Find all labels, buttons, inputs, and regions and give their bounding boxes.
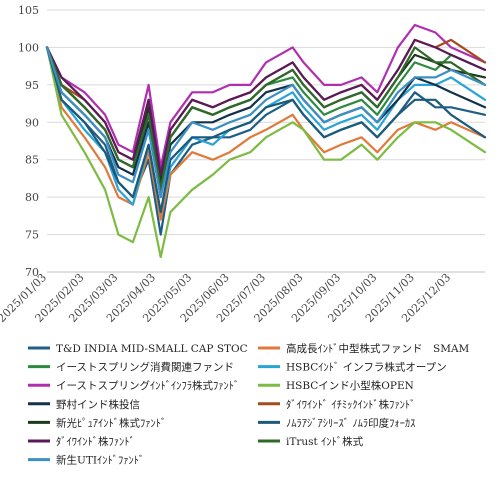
legend-label: 野村インド株投信 bbox=[56, 398, 140, 411]
legend-label: 高成長ｲﾝﾄﾞ中型株式ファンド SMAM bbox=[286, 342, 470, 355]
legend-label: ﾀﾞｲﾜｲﾝﾄﾞ株ﾌｧﾝﾄﾞ bbox=[56, 435, 135, 448]
y-tick-label: 100 bbox=[18, 41, 39, 54]
legend-label: ﾀﾞｲﾜｲﾝﾄﾞ ｲﾁﾐｯｸｲﾝﾄﾞ株ﾌｧﾝﾄﾞ bbox=[286, 398, 415, 411]
legend-label: T&D INDIA MID-SMALL CAP STOC bbox=[56, 343, 248, 355]
series-line-10 bbox=[45, 46, 487, 214]
y-tick-label: 105 bbox=[18, 4, 39, 17]
y-tick-label: 75 bbox=[25, 229, 39, 242]
legend-label: イーストスプリングｲﾝﾄﾞｲﾝﾌﾗ株式ﾌｧﾝﾄﾞ bbox=[56, 379, 239, 392]
legend-label: HSBCｲﾝﾄﾞ インフラ株式オープン bbox=[286, 361, 447, 374]
legend-label: HSBCインド小型株OPEN bbox=[286, 379, 414, 392]
legend-label: iTrust ｲﾝﾄﾞ株式 bbox=[286, 435, 364, 448]
series-lines bbox=[45, 23, 487, 259]
series-line-11 bbox=[45, 38, 487, 176]
legend-label: 新光ﾋﾟｭｱｲﾝﾄﾞ株式ﾌｧﾝﾄﾞ bbox=[56, 416, 166, 429]
y-tick-label: 80 bbox=[25, 191, 39, 204]
legend-label: イーストスプリング消費関連ファンド bbox=[56, 361, 234, 374]
y-tick-label: 70 bbox=[25, 266, 39, 279]
legend: T&D INDIA MID-SMALL CAP STOC 高成長ｲﾝﾄﾞ中型株式フ… bbox=[28, 342, 470, 467]
y-tick-label: 95 bbox=[25, 79, 39, 92]
y-tick-label: 90 bbox=[25, 116, 39, 129]
series-line-2 bbox=[45, 46, 487, 221]
series-line-7 bbox=[45, 46, 487, 199]
series-line-5 bbox=[45, 23, 487, 169]
y-tick-label: 85 bbox=[25, 154, 39, 167]
series-line-13 bbox=[45, 46, 487, 199]
series-line-12 bbox=[45, 46, 487, 191]
legend-label: ﾉﾑﾗｱｼﾞｱｼﾘｰｽﾞ ﾉﾑﾗ印度ﾌｫｰｶｽ bbox=[286, 416, 415, 429]
legend-label: 新生UTIｲﾝﾄﾞﾌｧﾝﾄﾞ bbox=[56, 454, 144, 467]
series-line-6 bbox=[45, 46, 487, 259]
